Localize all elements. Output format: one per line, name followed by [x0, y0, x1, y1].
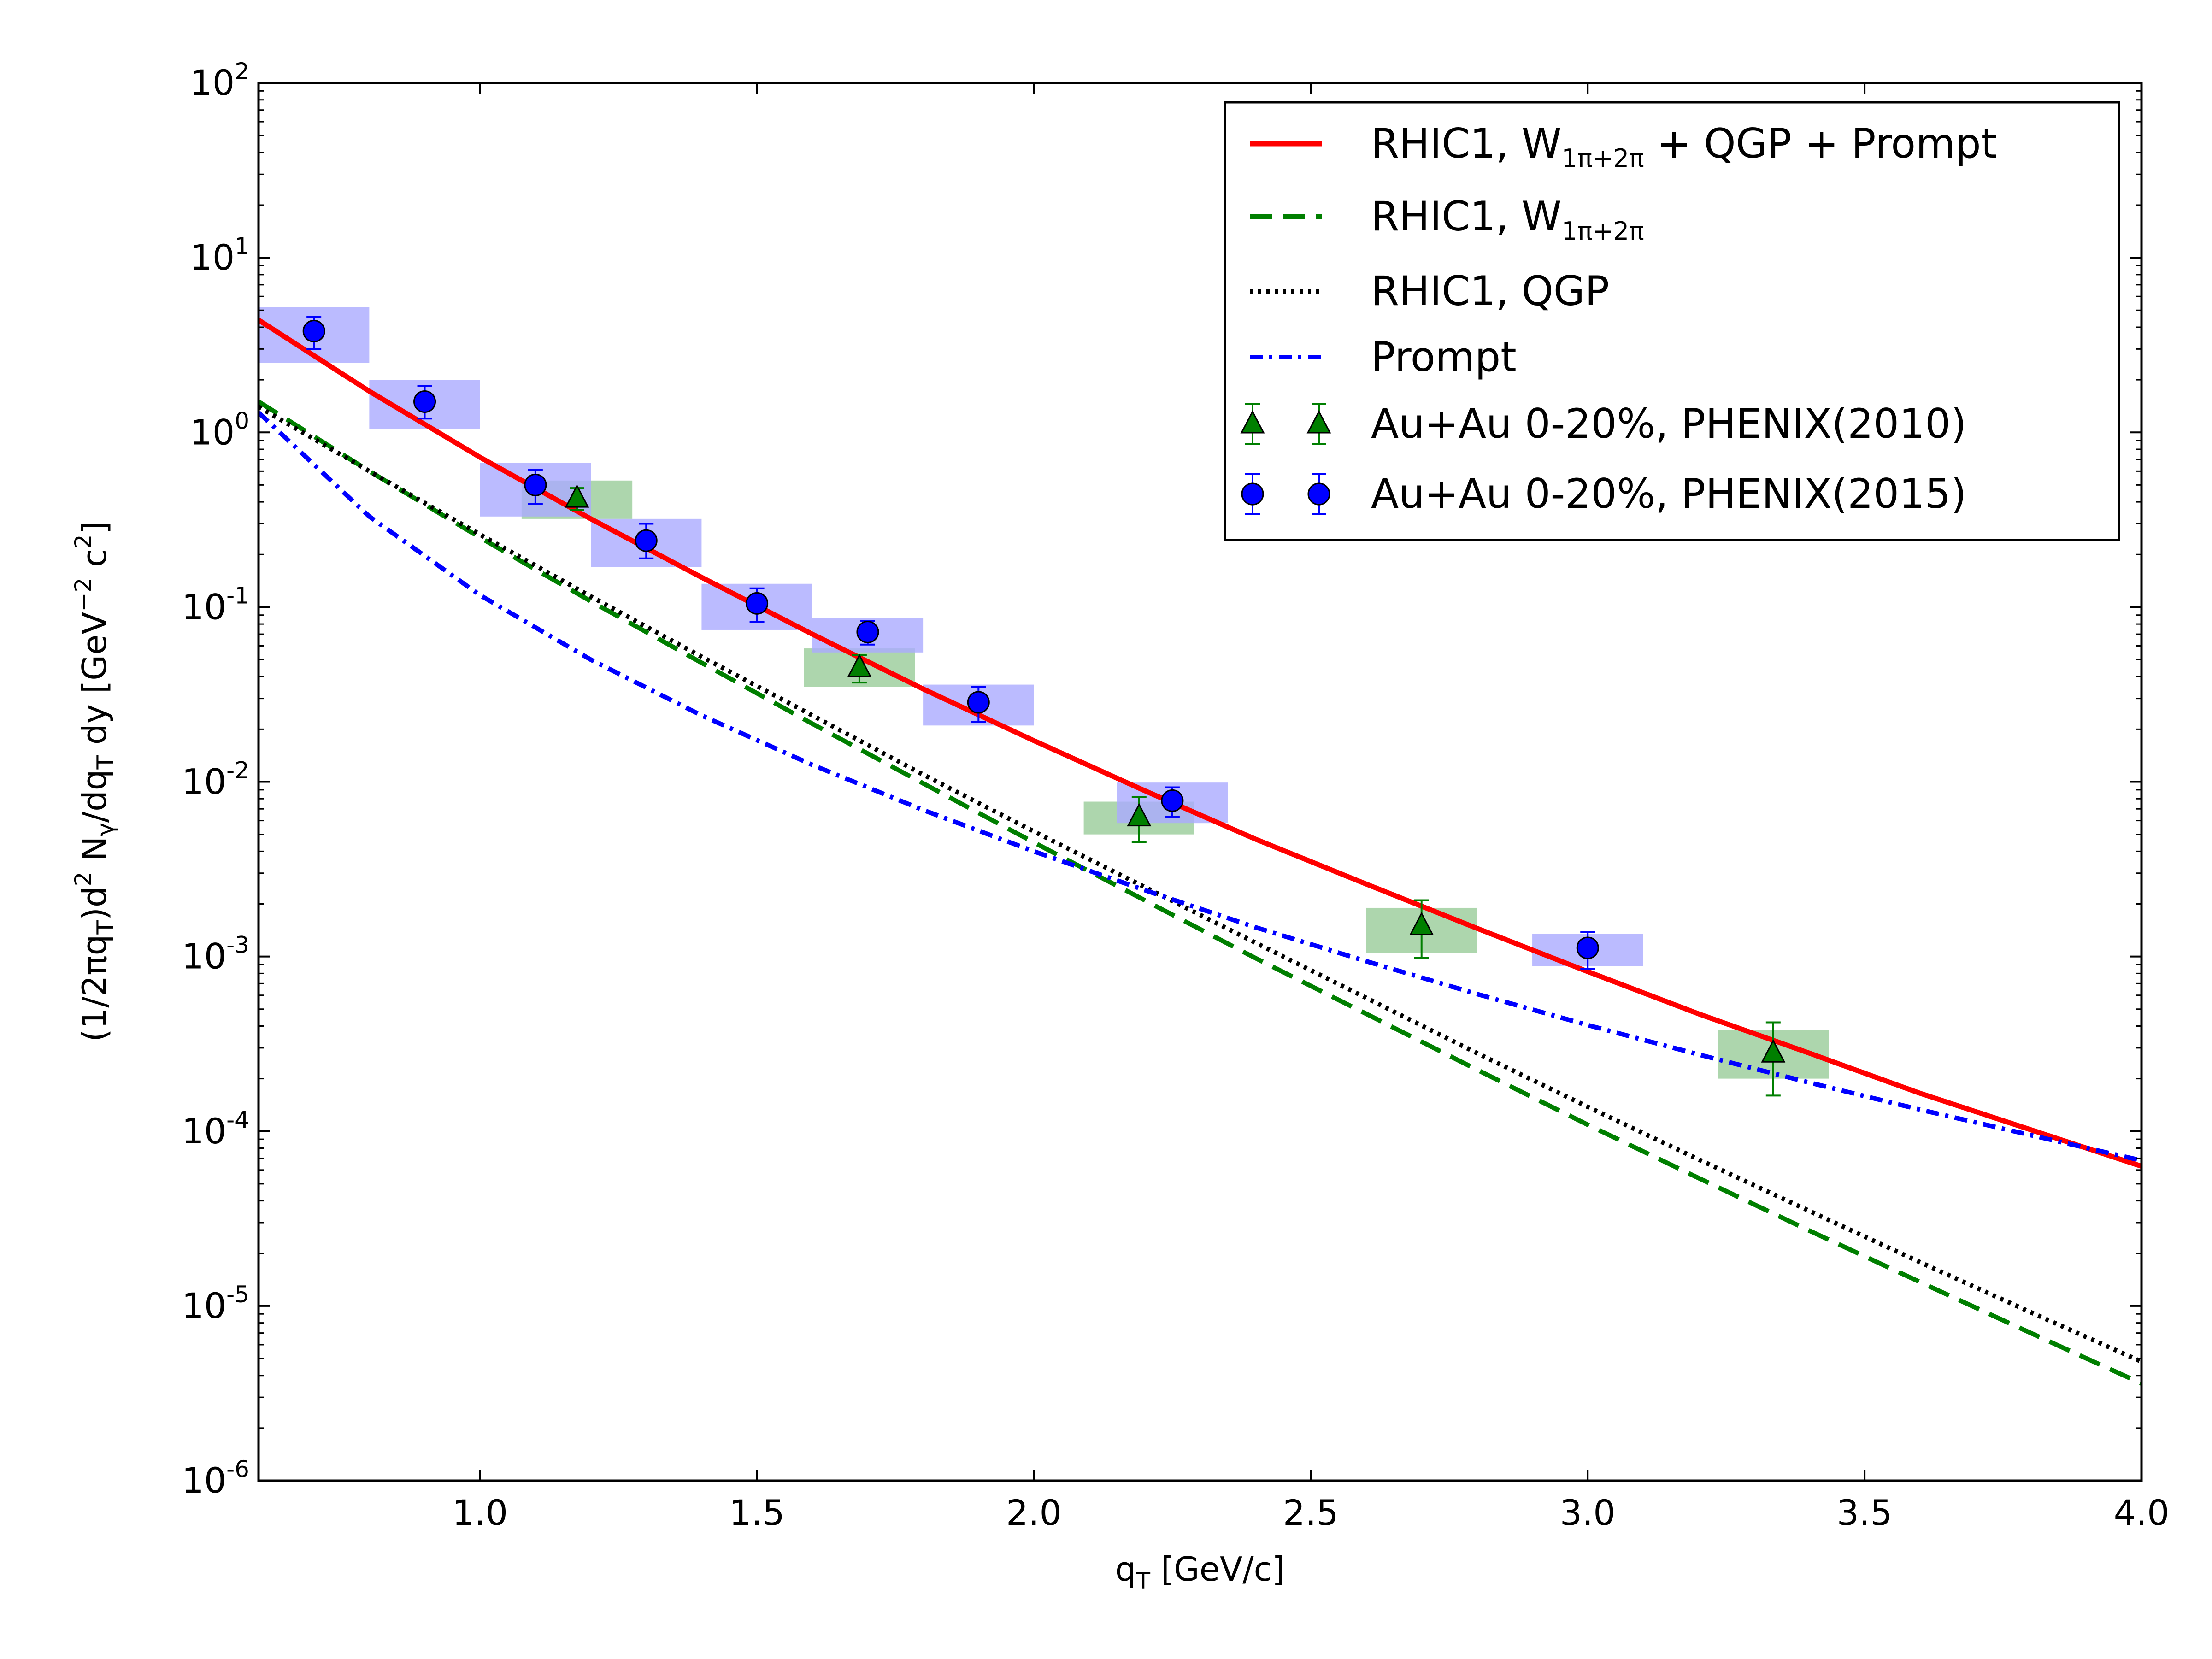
curve-dashed — [259, 400, 2141, 1386]
x-tick-label: 2.0 — [1006, 1492, 1062, 1533]
y-tick-label: 10-1 — [182, 582, 249, 627]
y-tick-label: 10-5 — [182, 1281, 249, 1326]
data-point-2010 — [1761, 1039, 1786, 1063]
x-tick-label: 3.5 — [1837, 1492, 1893, 1533]
y-tick-label: 101 — [190, 233, 249, 278]
y-tick-label: 100 — [190, 407, 249, 453]
y-tick-label: 10-4 — [182, 1106, 249, 1152]
legend-marker-circle — [1241, 482, 1264, 506]
x-tick-label: 2.5 — [1283, 1492, 1339, 1533]
plot-frame — [257, 82, 2143, 1482]
legend-marker-triangle — [1240, 410, 1265, 434]
legend-label: RHIC1, W1π+2π + QGP + Prompt — [1371, 120, 1997, 173]
legend-label: RHIC1, W1π+2π — [1371, 193, 1644, 246]
data-point-2015 — [856, 620, 879, 643]
legend-marker-circle — [1307, 482, 1330, 506]
data-point-2015 — [635, 529, 658, 552]
data-point-2015 — [746, 592, 769, 615]
data-point-2010 — [1127, 803, 1152, 827]
legend-frame — [1224, 101, 2120, 541]
model-curves — [259, 318, 2141, 1386]
data-point-2015 — [1161, 789, 1184, 812]
y-tick-label: 10-2 — [182, 757, 249, 802]
curve-dashdot — [259, 411, 2141, 1163]
curve-solid — [259, 318, 2141, 1169]
data-point-2010 — [847, 653, 872, 677]
data-point-2015 — [302, 319, 325, 342]
legend: RHIC1, W1π+2π + QGP + Prompt RHIC1, W1π+2… — [1224, 101, 2120, 541]
legend-label: Au+Au 0-20%, PHENIX(2015) — [1371, 470, 1966, 518]
curve-dotted — [259, 405, 2141, 1364]
data-point-2015 — [1576, 936, 1599, 959]
y-axis-label: (1/2πqT)d2 Nγ/dqT dy [GeV−2 c2] — [70, 521, 119, 1041]
legend-label: Au+Au 0-20%, PHENIX(2010) — [1371, 400, 1966, 447]
data-point-2010 — [1409, 912, 1434, 935]
x-tick-label: 1.5 — [729, 1492, 785, 1533]
legend-label: Prompt — [1371, 333, 1517, 381]
legend-marker-triangle — [1306, 410, 1331, 434]
x-axis-label: qT [GeV/c] — [1115, 1550, 1285, 1594]
data-point-2015 — [524, 473, 547, 496]
x-tick-label: 1.0 — [452, 1492, 508, 1533]
y-tick-label: 10-6 — [182, 1456, 249, 1501]
y-tick-label: 102 — [190, 58, 249, 103]
data-markers — [302, 319, 1786, 1063]
x-tick-label: 3.0 — [1560, 1492, 1616, 1533]
tick-labels: 10-6 10-5 10-4 10-3 10-2 10-1 100 101 102 1.0 1.5 2… — [182, 58, 2169, 1533]
y-tick-label: 10-3 — [182, 932, 249, 977]
legend-label: RHIC1, QGP — [1371, 267, 1609, 315]
data-point-2015 — [413, 390, 436, 413]
data-point-2010 — [565, 484, 589, 508]
x-tick-label: 4.0 — [2114, 1492, 2170, 1533]
data-point-2015 — [967, 691, 990, 714]
